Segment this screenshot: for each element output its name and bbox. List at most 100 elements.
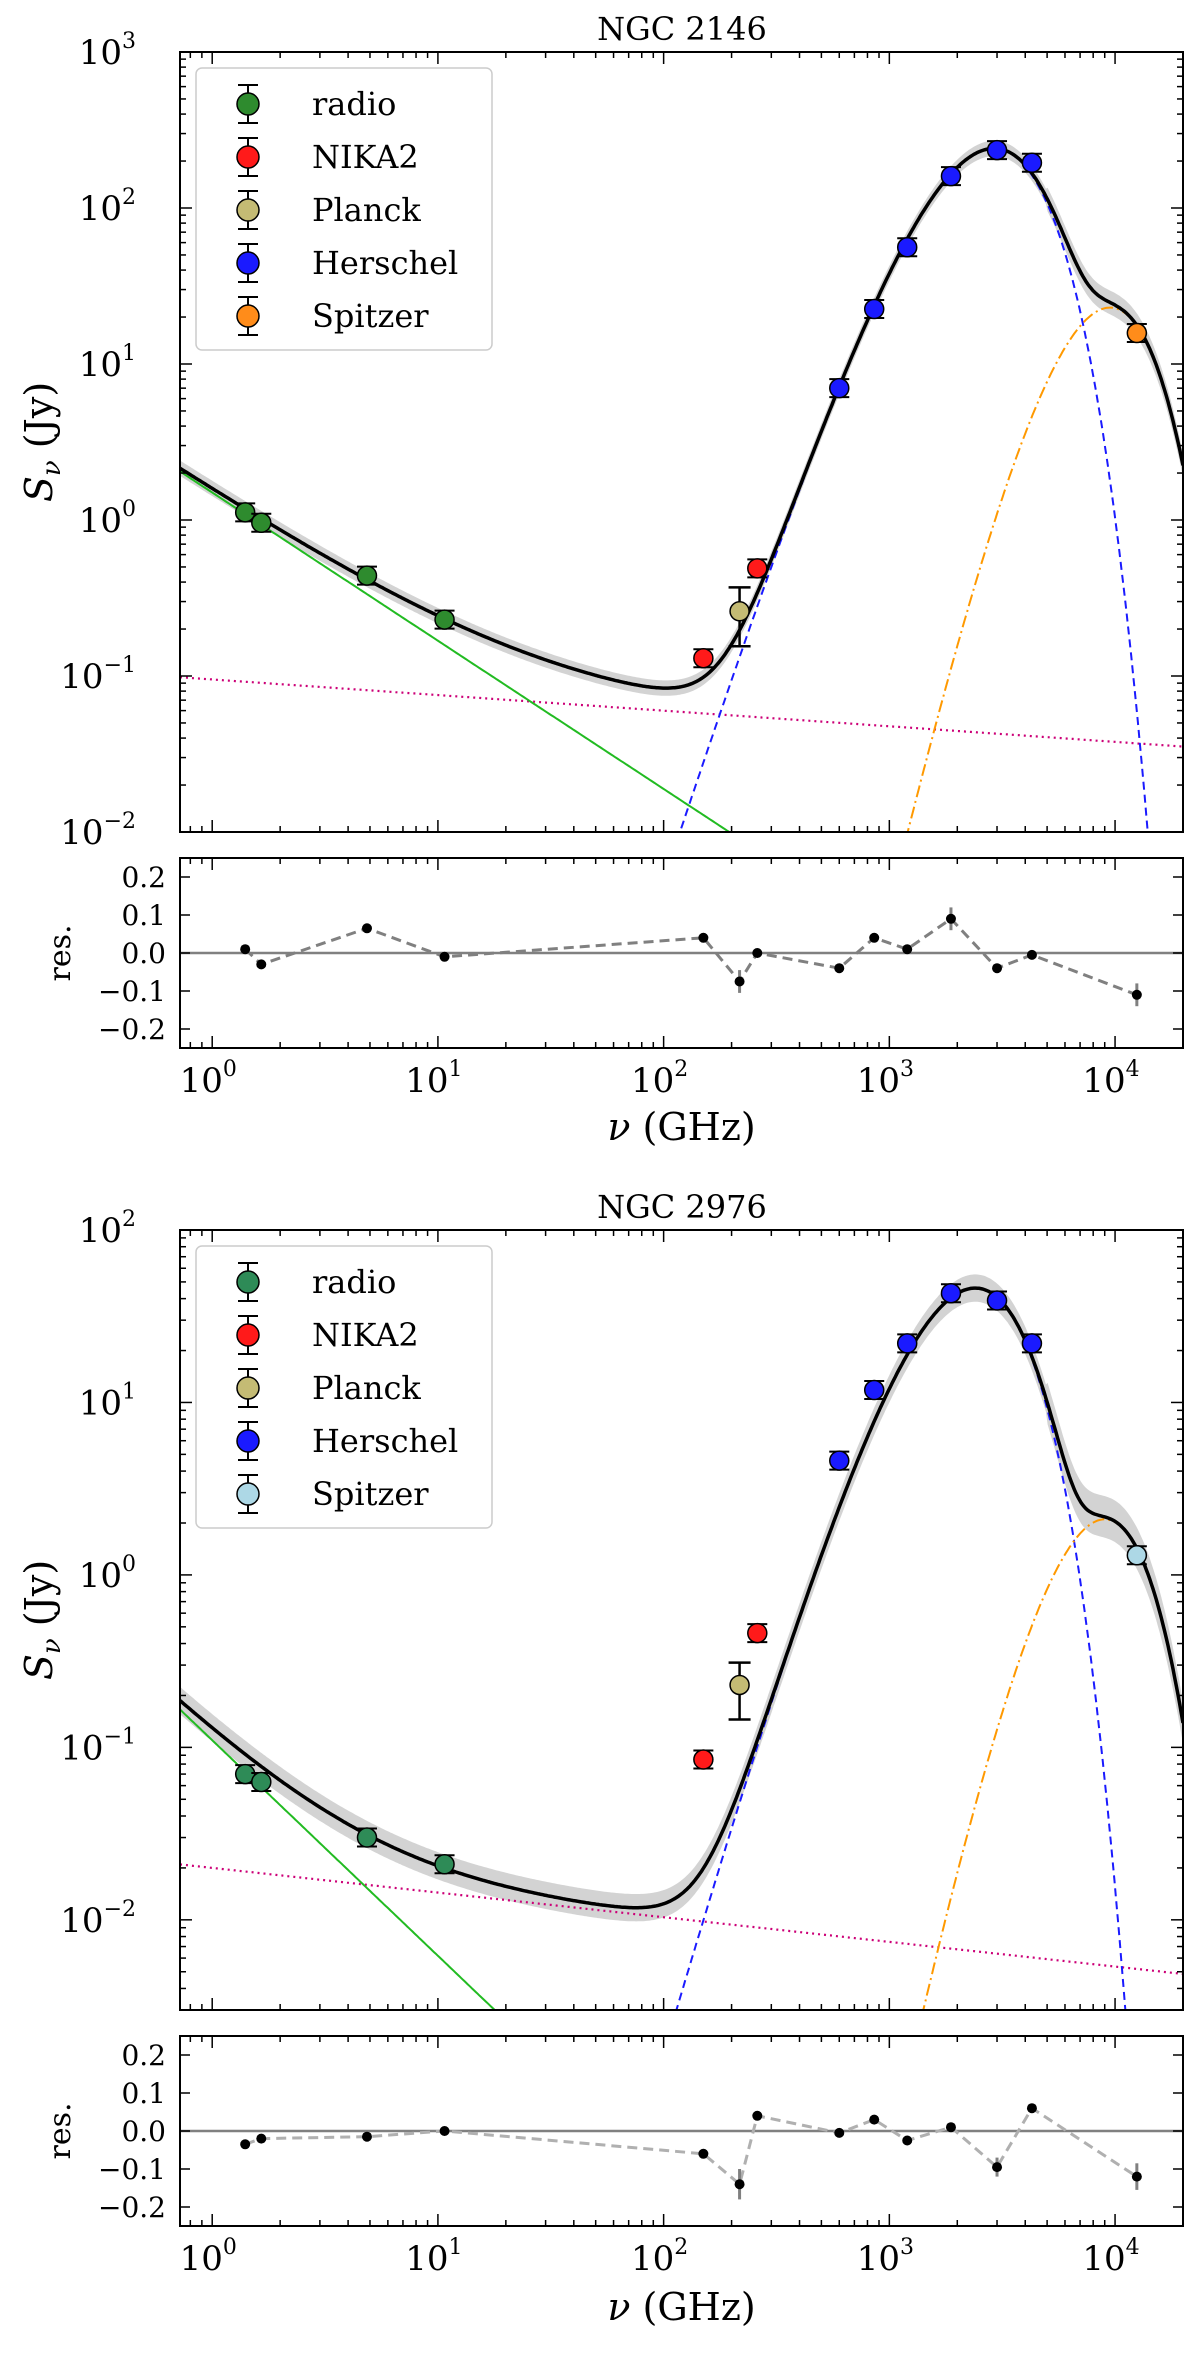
legend-marker [236,304,260,328]
total-model-curve [180,146,1183,690]
residual-panel: 0.2 0.1 0.0 −0.1 −0.2 res. [43,2035,1184,2227]
data-point-herschel [986,1290,1008,1311]
y-tick-exponent: −1 [104,653,136,678]
hot-dust-curve [906,306,1183,832]
legend-marker [236,92,260,116]
residual-point [902,2135,913,2146]
residual-point [240,944,251,955]
legend: radio NIKA2 Planck Herschel Spitzer [195,1245,493,1529]
residual-point [734,976,745,987]
data-point-herschel [1021,152,1043,174]
res-tick-label: 0.2 [121,2039,166,2072]
data-point-radio [234,502,256,523]
residual-axis-label: res. [43,2102,78,2159]
y-tick-label: 10−2 [60,809,136,853]
x-axis-symbol: ν [607,2285,630,2329]
y-axis-unit: (Jy) [17,1560,61,1638]
data-point-herschel [1021,1333,1043,1354]
res-tick-label: 0.1 [121,2077,166,2110]
plot-frame [179,1229,1184,2011]
synchrotron-curve [180,1708,497,2010]
data-point-herschel [940,165,962,187]
res-tick-label: −0.2 [98,2191,166,2224]
x-tick-exponent: 2 [674,2235,688,2260]
x-tick-label: 100 [180,1057,237,1101]
data-point-spitzer [1126,322,1148,344]
data-point-radio [251,1771,272,1793]
legend-marker [236,1270,260,1294]
chart-title: NGC 2146 [597,10,767,48]
legend-label: Spitzer [312,1475,429,1513]
y-tick-label: 100 [79,497,136,541]
y-axis-unit: (Jy) [17,382,61,460]
data-point-herschel [863,298,885,320]
y-tick-label: 10−1 [60,653,136,697]
plot-frame [179,51,1184,833]
y-tick-exponent: 0 [122,1552,136,1577]
chart-ngc-2976: NGC 2976 100 101 102 103 10410−210−110010110… [17,1188,1184,2329]
x-tick-label: 103 [857,2235,914,2279]
residual-point [240,2139,251,2150]
data-point-radio [356,565,378,586]
legend-label: NIKA2 [312,1316,419,1354]
y-tick-exponent: 0 [122,497,136,522]
x-tick-label: 101 [405,2235,462,2279]
x-tick-label: 103 [857,1057,914,1101]
data-point-planck [729,601,750,622]
dust-curve [675,1287,1127,2010]
legend-label: Herschel [312,1422,458,1460]
residual-series [240,907,1142,1007]
x-tick-exponent: 2 [674,1057,688,1082]
x-axis-ticks: 100 101 102 103 104 [180,52,1184,1101]
y-axis-symbol: S [17,476,61,502]
data-point-nika2 [747,558,768,579]
residual-point [361,2131,372,2142]
x-tick-exponent: 0 [223,1057,237,1082]
residual-point [869,2114,880,2125]
hot-dust-curve [922,1518,1183,2010]
residual-point [945,913,956,924]
data-point-nika2 [693,1749,714,1770]
residual-point [1026,2103,1037,2114]
residual-point [734,2179,745,2190]
residual-point [698,932,709,943]
residual-point [869,932,880,943]
residual-point [256,959,267,970]
model-curves [180,140,1183,832]
residual-point [752,948,763,958]
residual-point [834,2127,845,2138]
data-point-radio [356,1827,378,1848]
res-tick-label: −0.2 [98,1013,166,1046]
residual-point [256,2133,267,2144]
res-tick-label: 0.0 [121,2115,166,2148]
y-axis-symbol: S [17,1654,61,1680]
x-tick-exponent: 4 [1126,2235,1140,2260]
x-axis-symbol: ν [607,1105,630,1149]
res-tick-label: 0.2 [121,861,166,894]
y-tick-exponent: 3 [122,29,136,54]
data-point-herschel [896,1333,918,1354]
y-axis-label: Sν (Jy) [17,382,67,502]
x-tick-label: 104 [1082,1057,1139,1101]
x-tick-label: 102 [631,2235,688,2279]
residual-point [834,963,845,974]
data-point-radio [434,1854,455,1875]
data-point-nika2 [693,647,714,669]
residual-point [1131,989,1142,1000]
y-tick-label: 100 [79,1552,136,1596]
chart-ngc-2146: NGC 2146 100 101 102 103 10410−210−110010110… [17,10,1184,1149]
res-tick-label: −0.1 [98,2153,166,2186]
residual-axis-label: res. [43,924,78,981]
legend-marker [236,145,260,169]
res-tick-label: −0.1 [98,975,166,1008]
y-tick-exponent: 2 [122,1207,136,1232]
residual-point [1026,949,1037,960]
x-tick-exponent: 3 [900,1057,914,1082]
x-tick-label: 101 [405,1057,462,1101]
data-points [234,1282,1148,1875]
data-point-planck [729,1674,750,1696]
residual-series [240,2103,1142,2200]
legend-box [195,67,493,351]
